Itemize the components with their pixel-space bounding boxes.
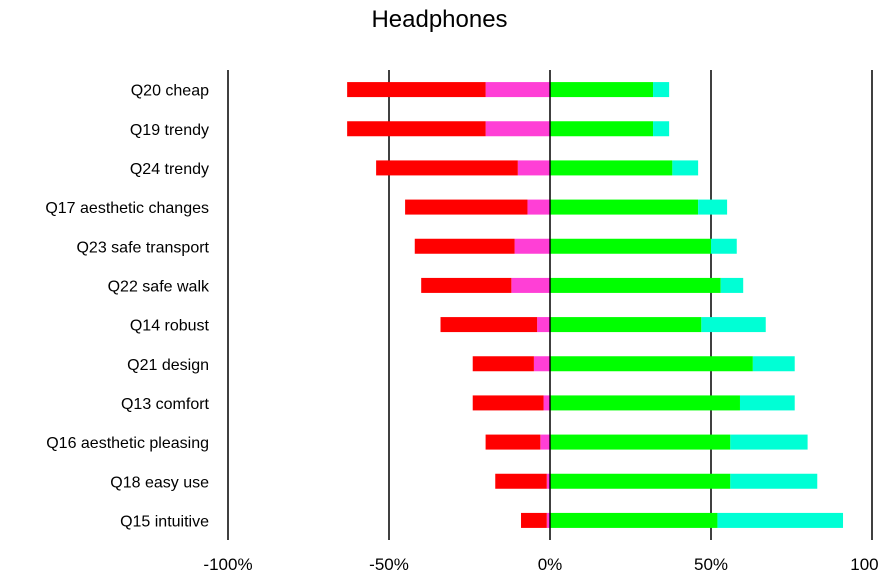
bar-segment bbox=[485, 434, 541, 450]
bar-segment bbox=[376, 160, 518, 176]
bar-segment bbox=[485, 82, 550, 98]
bar-segment bbox=[550, 82, 654, 98]
bar-segment bbox=[550, 238, 711, 254]
bar-segment bbox=[653, 82, 670, 98]
bar-segment bbox=[472, 356, 534, 372]
bar-segment bbox=[546, 512, 550, 528]
bar-segment bbox=[405, 199, 528, 215]
bar-segment bbox=[421, 277, 512, 293]
chart-title: Headphones bbox=[371, 6, 508, 33]
bar-segment bbox=[550, 121, 654, 137]
bar-segment bbox=[550, 434, 731, 450]
x-tick-label: 100% bbox=[850, 555, 879, 574]
category-label: Q19 trendy bbox=[130, 122, 209, 139]
bar-segment bbox=[546, 473, 550, 489]
bar-segment bbox=[550, 473, 731, 489]
bar-segment bbox=[485, 121, 550, 137]
bar-segment bbox=[540, 434, 550, 450]
x-tick-label: 0% bbox=[538, 555, 563, 574]
x-tick-label: -100% bbox=[203, 555, 252, 574]
bar-segment bbox=[527, 199, 550, 215]
category-labels: Q20 cheap Q19 trendy Q24 trendy Q17 aesthet… bbox=[45, 83, 210, 531]
bar-segment bbox=[511, 277, 550, 293]
bar-segment bbox=[701, 317, 766, 333]
bar-segment bbox=[495, 473, 547, 489]
bar-segment bbox=[521, 512, 547, 528]
category-label: Q13 comfort bbox=[121, 396, 210, 413]
bar-segment bbox=[550, 395, 740, 411]
bar-segment bbox=[672, 160, 699, 176]
bar-segment bbox=[550, 277, 721, 293]
grid-lines bbox=[227, 70, 873, 540]
bar-segment bbox=[711, 238, 737, 254]
category-label: Q14 robust bbox=[130, 318, 210, 335]
category-label: Q17 aesthetic changes bbox=[45, 200, 209, 217]
bar-segment bbox=[550, 317, 702, 333]
bar-segment bbox=[752, 356, 795, 372]
bar-segment bbox=[347, 121, 486, 137]
bar-segment bbox=[698, 199, 728, 215]
bar-segment bbox=[739, 395, 795, 411]
bar-segment bbox=[537, 317, 550, 333]
category-label: Q22 safe walk bbox=[108, 278, 210, 295]
bar-segment bbox=[514, 238, 550, 254]
bar-segment bbox=[550, 199, 699, 215]
x-tick-labels: -100% -50% 0% 50% 100% bbox=[203, 555, 879, 574]
category-label: Q24 trendy bbox=[130, 161, 209, 178]
bar-segment bbox=[543, 395, 550, 411]
bar-segment bbox=[550, 512, 718, 528]
bar-segment bbox=[517, 160, 550, 176]
bar-segment bbox=[550, 356, 753, 372]
bar-segment bbox=[720, 277, 744, 293]
category-label: Q15 intuitive bbox=[120, 513, 209, 530]
bar-segment bbox=[730, 434, 808, 450]
x-tick-label: 50% bbox=[694, 555, 728, 574]
bar-segment bbox=[653, 121, 670, 137]
category-label: Q20 cheap bbox=[131, 83, 209, 100]
bar-segment bbox=[717, 512, 844, 528]
category-label: Q21 design bbox=[127, 357, 209, 374]
bar-segment bbox=[347, 82, 486, 98]
bar-segment bbox=[414, 238, 515, 254]
bar-segment bbox=[730, 473, 818, 489]
bar-segment bbox=[550, 160, 673, 176]
category-label: Q23 safe transport bbox=[76, 239, 209, 256]
category-label: Q16 aesthetic pleasing bbox=[46, 435, 209, 452]
bar-segment bbox=[533, 356, 550, 372]
bar-segment bbox=[472, 395, 544, 411]
bars bbox=[347, 82, 844, 528]
category-label: Q18 easy use bbox=[110, 474, 209, 491]
bar-segment bbox=[440, 317, 538, 333]
x-tick-label: -50% bbox=[369, 555, 409, 574]
